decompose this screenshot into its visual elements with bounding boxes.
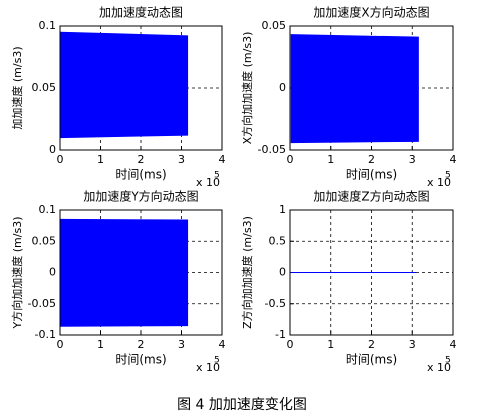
- y-axis-label: X方向加加速度 (m/s3): [240, 32, 254, 145]
- x-tick-label: 3: [409, 153, 416, 166]
- x-tick-label: 2: [368, 153, 375, 166]
- subplot-title: 加加速度Y方向动态图: [83, 189, 198, 204]
- subplot-title: 加加速度X方向动态图: [313, 5, 429, 20]
- x-tick-label: 1: [97, 153, 104, 166]
- y-tick-label: 0.05: [32, 81, 57, 94]
- x-tick-label: 2: [368, 338, 375, 351]
- x-scale-label: x 10: [427, 176, 451, 189]
- x-tick-label: 2: [138, 153, 145, 166]
- signal-band: [59, 31, 189, 139]
- y-tick-label: 0.5: [269, 234, 287, 247]
- x-tick-label: 3: [178, 338, 185, 351]
- axes-box: [289, 209, 454, 336]
- axes-box: [59, 209, 223, 336]
- y-tick-label: 0.05: [262, 19, 287, 32]
- subplot-title: 加加速度动态图: [99, 5, 183, 20]
- x-scale-label: x 10: [427, 361, 451, 374]
- signal-band: [59, 218, 189, 327]
- x-axis-label: 时间(ms): [115, 168, 166, 182]
- y-tick-label: 0.05: [32, 234, 57, 247]
- axes-box: [59, 25, 223, 151]
- y-tick-label: -0.05: [258, 143, 286, 156]
- y-tick-label: 0: [49, 143, 56, 156]
- y-tick-label: 1: [279, 203, 286, 216]
- x-axis-label: 时间(ms): [346, 168, 397, 182]
- y-tick-label: 0: [49, 266, 56, 279]
- subplot-title: 加加速度Z方向动态图: [313, 189, 429, 204]
- x-tick-label: 1: [327, 153, 334, 166]
- x-tick-label: 0: [57, 338, 64, 351]
- x-tick-label: 4: [450, 338, 457, 351]
- x-scale-label: x 10: [196, 361, 220, 374]
- y-axis-label: 加加速度 (m/s3): [10, 46, 24, 129]
- axes-box: [289, 25, 454, 151]
- x-tick-label: 0: [287, 338, 294, 351]
- x-tick-label: 0: [57, 153, 64, 166]
- x-tick-label: 4: [219, 153, 226, 166]
- x-tick-label: 0: [287, 153, 294, 166]
- y-tick-label: 0.1: [39, 203, 57, 216]
- y-tick-label: -0.05: [28, 297, 56, 310]
- x-tick-label: 1: [97, 338, 104, 351]
- x-scale-label: x 10: [196, 176, 220, 189]
- y-axis-label: Z方向加加速度 (m/s3): [240, 216, 254, 329]
- caption: 图 4 加加速度变化图: [177, 397, 307, 413]
- signal-band: [290, 34, 419, 144]
- x-axis-label: 时间(ms): [115, 353, 166, 367]
- x-tick-label: 3: [178, 153, 185, 166]
- x-scale-exponent: 5: [445, 171, 451, 181]
- y-tick-label: -0.5: [265, 297, 286, 310]
- y-tick-label: 0: [279, 81, 286, 94]
- x-tick-label: 2: [138, 338, 145, 351]
- x-axis-label: 时间(ms): [346, 353, 397, 367]
- y-tick-label: -0.1: [35, 328, 56, 341]
- x-tick-label: 4: [219, 338, 226, 351]
- x-scale-exponent: 5: [214, 171, 220, 181]
- y-tick-label: -1: [275, 328, 286, 341]
- y-tick-label: 0.1: [39, 19, 57, 32]
- x-tick-label: 1: [327, 338, 334, 351]
- x-tick-label: 3: [409, 338, 416, 351]
- y-tick-label: 0: [279, 266, 286, 279]
- y-axis-label: Y方向加加速度 (m/s3): [10, 217, 24, 330]
- x-scale-exponent: 5: [445, 356, 451, 366]
- x-tick-label: 4: [450, 153, 457, 166]
- x-scale-exponent: 5: [214, 356, 220, 366]
